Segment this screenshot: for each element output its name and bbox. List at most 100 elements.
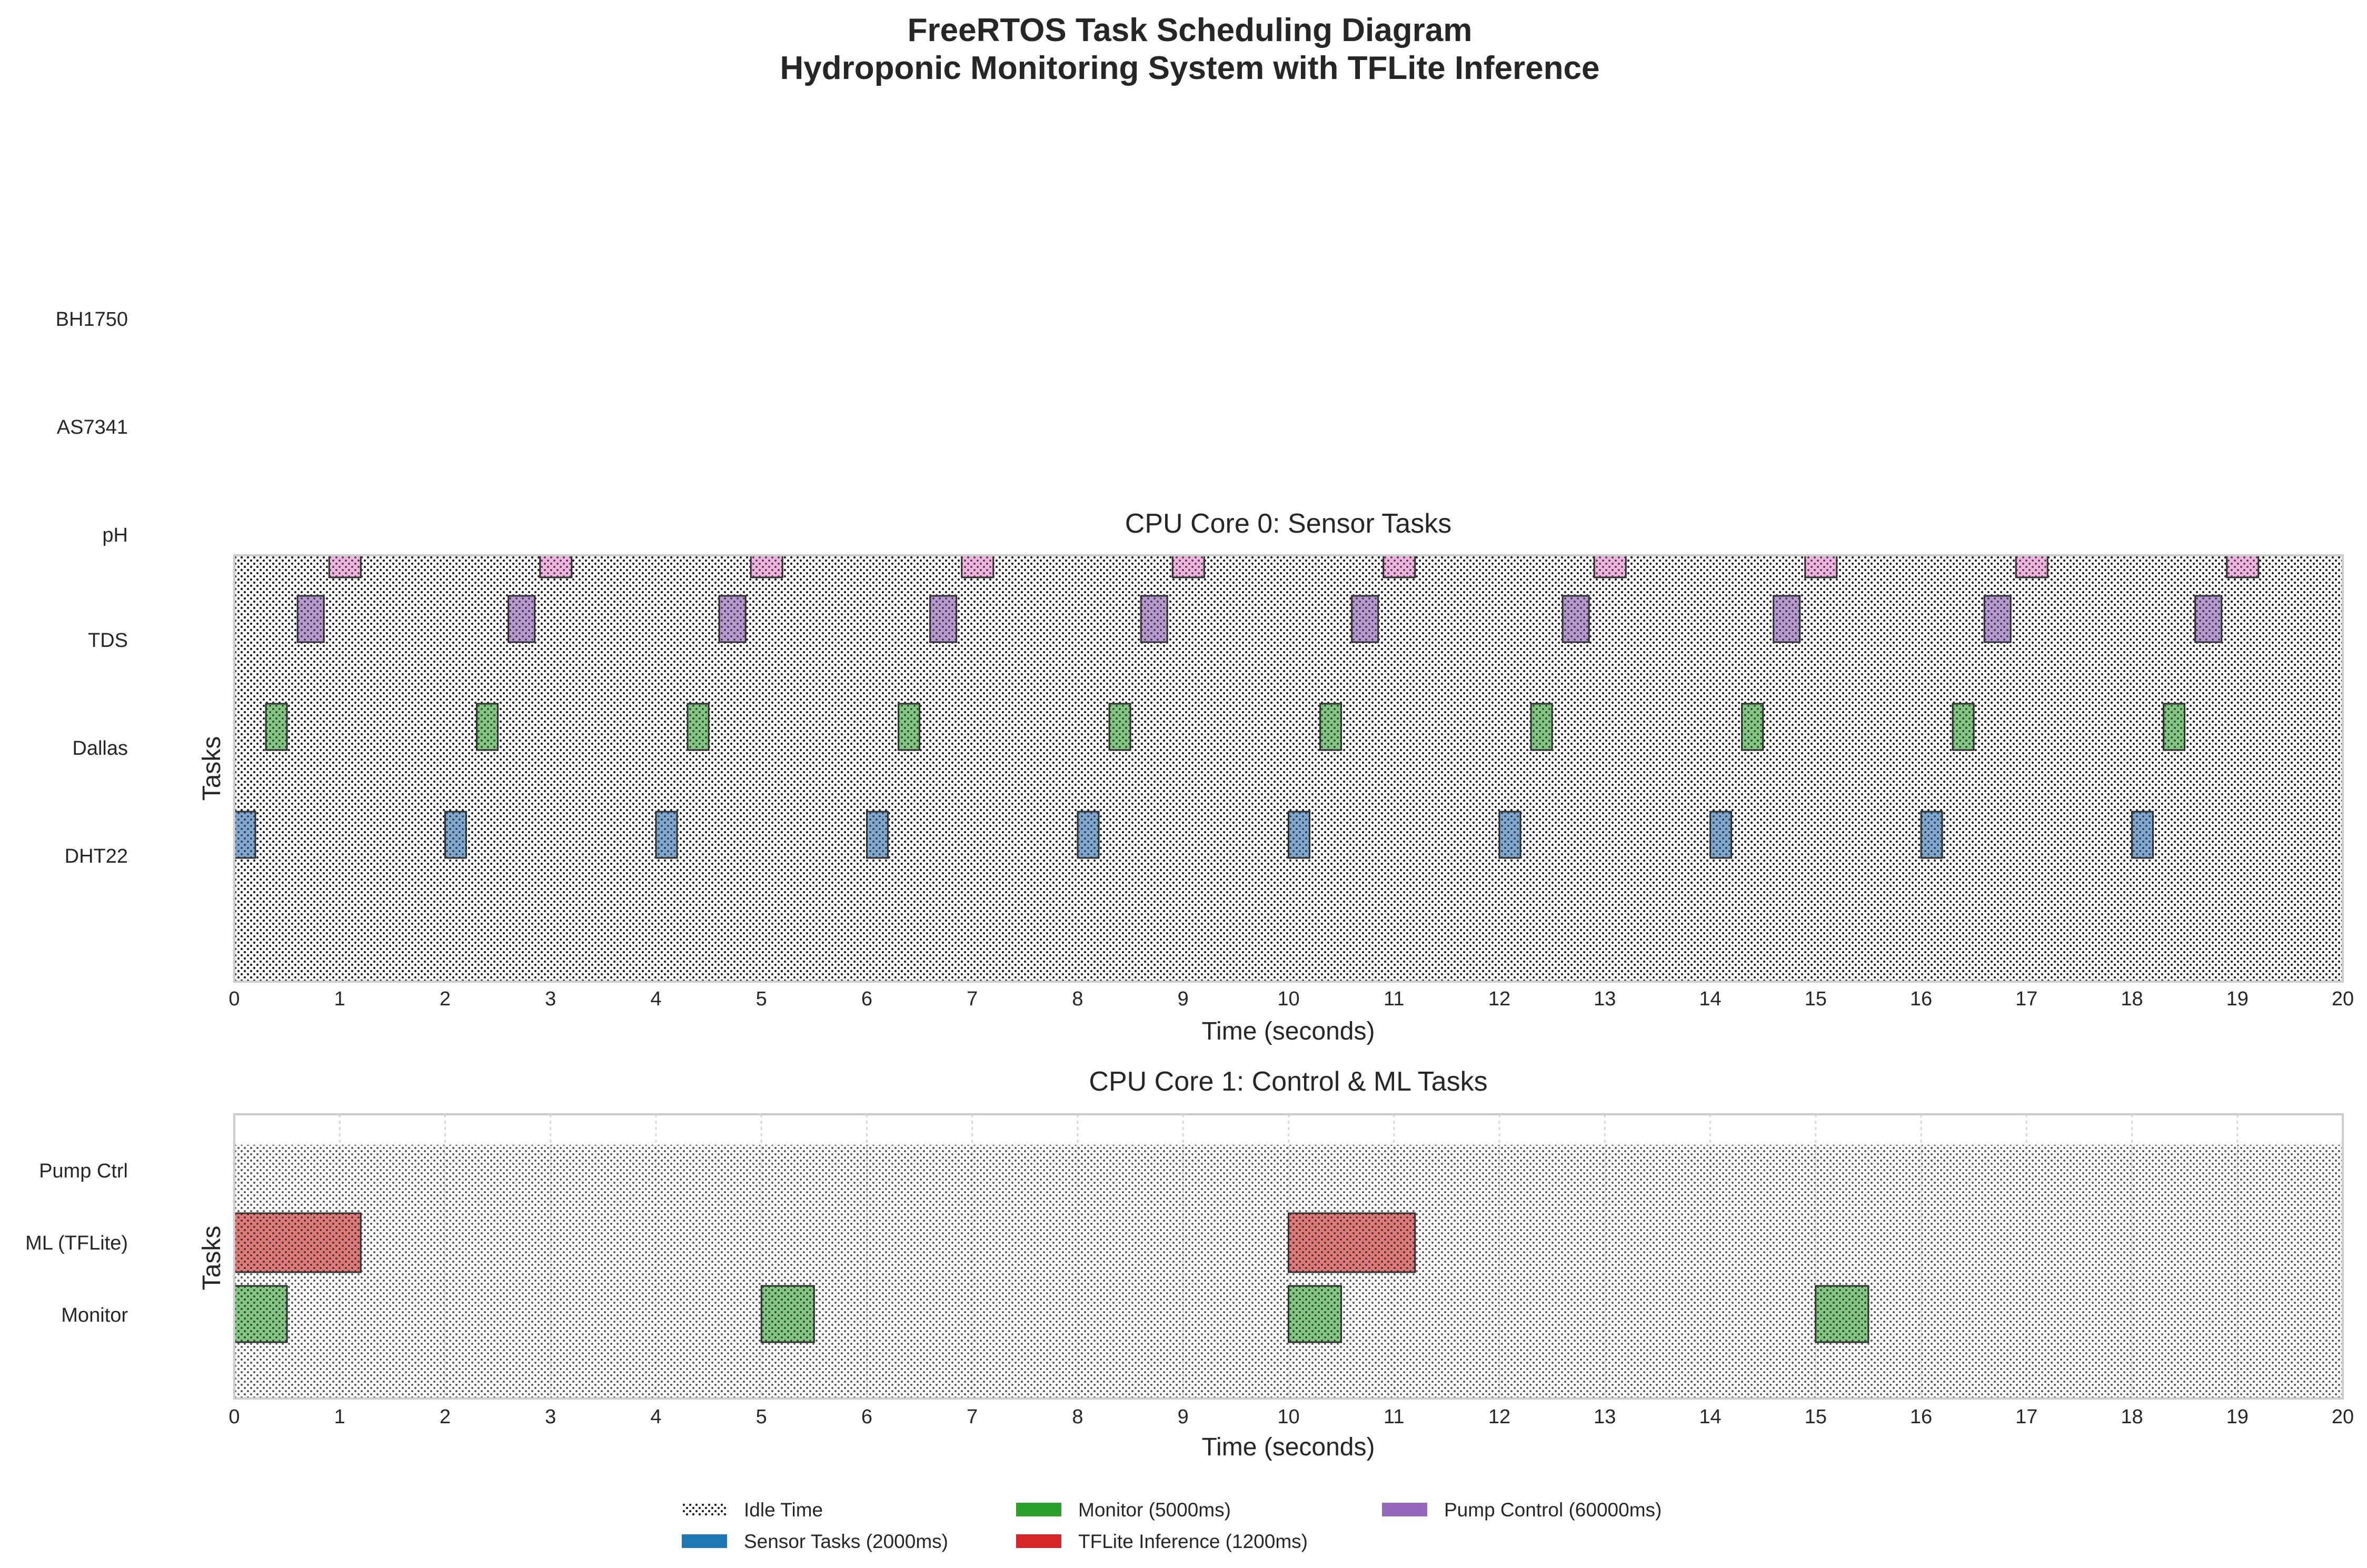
- chart-title-line1: FreeRTOS Task Scheduling Diagram: [908, 12, 1473, 48]
- core0-x-tick-18: 18: [2121, 988, 2143, 1010]
- bar-core0-ph-9: [2226, 554, 2260, 578]
- bar-core1-monitor-3: [1815, 1285, 1869, 1343]
- core0-x-tick-13: 13: [1594, 988, 1616, 1010]
- bar-core1-monitor-1: [760, 1285, 815, 1343]
- bar-core0-tds-7: [1773, 595, 1801, 643]
- core1-title: CPU Core 1: Control & ML Tasks: [1089, 1066, 1487, 1097]
- bar-core1-monitor-0: [233, 1285, 288, 1343]
- legend-swatch-tflite-inference-1200ms: [1016, 1534, 1061, 1548]
- task-label-tds: TDS: [88, 630, 128, 652]
- core0-x-tick-19: 19: [2226, 988, 2249, 1010]
- legend: Idle Time Sensor Tasks (2000ms) Monitor (5…: [682, 1499, 1662, 1552]
- bar-core0-tds-6: [1562, 595, 1590, 643]
- bar-core0-tds-9: [2194, 595, 2223, 643]
- core0-x-tick-9: 9: [1178, 988, 1189, 1010]
- bar-core0-dallas-1: [476, 703, 499, 751]
- bar-core0-ph-6: [1593, 554, 1627, 578]
- bar-core0-tds-2: [718, 595, 747, 643]
- bar-core0-dallas-3: [898, 703, 921, 751]
- core1-y-label-ml-tflite: ML (TFLite): [25, 1232, 128, 1254]
- bar-core0-ph-2: [750, 554, 783, 578]
- core1-y-label-pump-ctrl: Pump Ctrl: [39, 1160, 128, 1182]
- bar-core0-ph-1: [539, 554, 573, 578]
- bar-core0-ph-3: [961, 554, 994, 578]
- legend-swatch-idle: [682, 1503, 727, 1516]
- bar-core0-dallas-7: [1741, 703, 1764, 751]
- bar-core0-tds-0: [296, 595, 325, 643]
- bar-core0-ph-8: [2015, 554, 2048, 578]
- core0-x-ticks: 0 1 2 3 4 5 6 7 8 9 10 11 12 13 14 15 16 17 18 19 20: [228, 988, 2354, 1010]
- core1-x-tick-18: 18: [2121, 1406, 2143, 1428]
- task-label-dht22: DHT22: [65, 845, 128, 867]
- core1-x-ticks: 0 1 2 3 4 5 6 7 8 9 10 11 12 13 14 15 16 17 18 19 20: [228, 1406, 2354, 1428]
- legend-label-sensor-tasks-2000ms: Sensor Tasks (2000ms): [744, 1531, 948, 1552]
- legend-label-tflite-inference-1200ms: TFLite Inference (1200ms): [1078, 1531, 1308, 1552]
- task-label-ph: pH: [102, 524, 128, 546]
- bar-core0-ph-7: [1804, 554, 1838, 578]
- core1-x-tick-12: 12: [1488, 1406, 1510, 1428]
- outer-task-labels: BH1750 AS7341 pH TDS Dallas DHT22: [56, 308, 128, 867]
- bar-core0-dht22-7: [1709, 811, 1733, 859]
- core1-x-tick-17: 17: [2015, 1406, 2037, 1428]
- core1-x-tick-13: 13: [1594, 1406, 1616, 1428]
- bar-core0-dht22-9: [2131, 811, 2154, 859]
- core1-x-tick-1: 1: [334, 1406, 345, 1428]
- legend-label-monitor-5000ms: Monitor (5000ms): [1078, 1499, 1231, 1521]
- core0-x-tick-4: 4: [650, 988, 661, 1010]
- core1-x-axis-label: Time (seconds): [1202, 1433, 1375, 1461]
- core1-x-tick-19: 19: [2226, 1406, 2249, 1428]
- task-label-bh1750: BH1750: [56, 308, 128, 331]
- core0-x-tick-16: 16: [1910, 988, 1932, 1010]
- bar-core0-dallas-4: [1108, 703, 1131, 751]
- core0-x-tick-8: 8: [1072, 988, 1083, 1010]
- bar-core0-ph-5: [1383, 554, 1416, 578]
- core1-x-tick-8: 8: [1072, 1406, 1083, 1428]
- bar-core0-dht22-8: [1920, 811, 1943, 859]
- bar-core0-dht22-0: [233, 811, 256, 859]
- core1-x-tick-9: 9: [1178, 1406, 1189, 1428]
- core0-x-tick-12: 12: [1488, 988, 1510, 1010]
- legend-label-pump-control-60000ms: Pump Control (60000ms): [1444, 1499, 1662, 1521]
- core0-idle-background: [234, 555, 2343, 982]
- bar-core0-tds-4: [1140, 595, 1168, 643]
- core0-x-tick-20: 20: [2332, 988, 2354, 1010]
- legend-swatch-pump-control-60000ms: [1382, 1503, 1427, 1516]
- core0-y-axis-label: Tasks: [198, 736, 226, 801]
- bar-core1-ml-tflite-0: [233, 1212, 362, 1273]
- core0-x-tick-14: 14: [1699, 988, 1721, 1010]
- core0-x-tick-1: 1: [334, 988, 345, 1010]
- core0-x-tick-7: 7: [967, 988, 978, 1010]
- core0-x-tick-17: 17: [2015, 988, 2037, 1010]
- core0-x-tick-3: 3: [545, 988, 556, 1010]
- bar-core0-tds-5: [1351, 595, 1379, 643]
- core0-x-tick-15: 15: [1805, 988, 1827, 1010]
- core1-x-tick-14: 14: [1699, 1406, 1721, 1428]
- legend-swatch-monitor-5000ms: [1016, 1503, 1061, 1516]
- core0-panel: CPU Core 0: Sensor Tasks 0 1 2 3 4 5 6 7 8 9 10 11 1…: [198, 508, 2354, 1045]
- core0-x-tick-6: 6: [861, 988, 872, 1010]
- bar-core0-dallas-8: [1952, 703, 1975, 751]
- core0-frame: [233, 554, 2344, 983]
- bar-core0-dht22-6: [1498, 811, 1521, 859]
- core1-y-label-monitor: Monitor: [61, 1304, 128, 1326]
- bar-core0-ph-4: [1171, 554, 1205, 578]
- bar-core0-ph-0: [328, 554, 362, 578]
- core1-x-tick-7: 7: [967, 1406, 978, 1428]
- core1-x-tick-5: 5: [756, 1406, 767, 1428]
- core1-x-tick-3: 3: [545, 1406, 556, 1428]
- bar-core0-dallas-6: [1530, 703, 1553, 751]
- task-label-dallas: Dallas: [72, 737, 128, 760]
- core1-x-tick-10: 10: [1277, 1406, 1299, 1428]
- bar-core0-dallas-2: [687, 703, 710, 751]
- bar-core0-dht22-4: [1077, 811, 1100, 859]
- core1-x-tick-4: 4: [650, 1406, 661, 1428]
- bar-core0-tds-3: [929, 595, 958, 643]
- core0-x-tick-0: 0: [228, 988, 240, 1010]
- bar-core1-ml-tflite-1: [1288, 1212, 1416, 1273]
- bar-core0-tds-1: [508, 595, 536, 643]
- bar-core0-dht22-5: [1288, 811, 1311, 859]
- bar-core0-dallas-0: [265, 703, 288, 751]
- core1-x-tick-11: 11: [1384, 1406, 1404, 1428]
- core1-frame: [233, 1113, 2344, 1400]
